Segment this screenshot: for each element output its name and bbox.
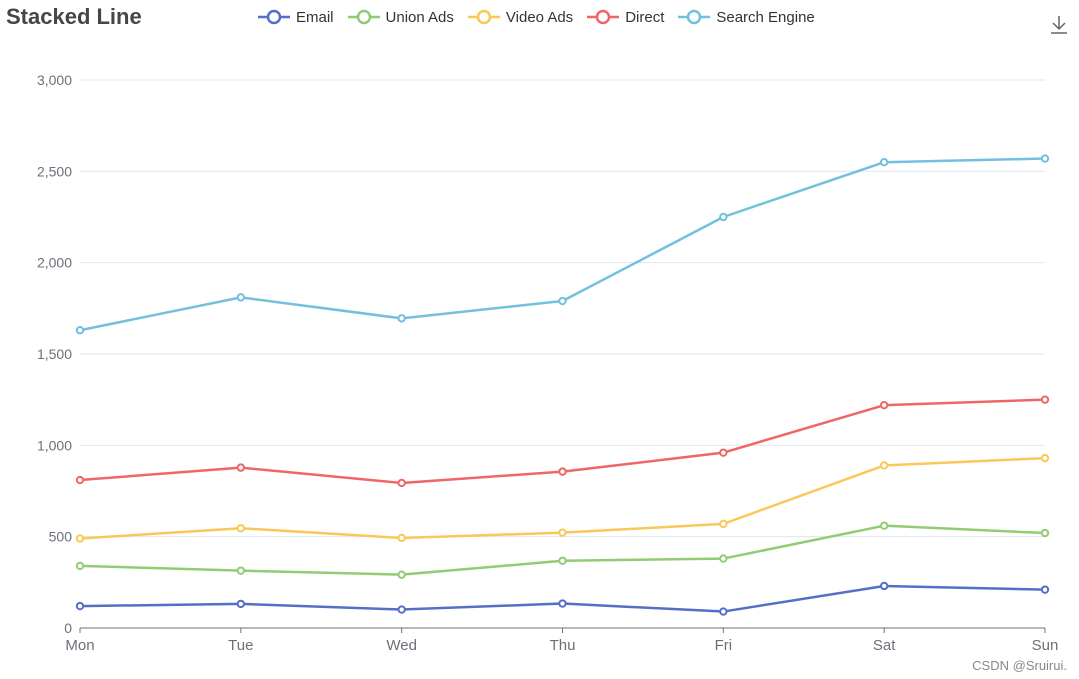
x-tick-label: Fri [715, 637, 733, 654]
watermark: CSDN @Sruirui. [972, 658, 1067, 673]
data-point [558, 528, 567, 537]
legend-item-union-ads[interactable]: Union Ads [347, 8, 454, 26]
data-point [558, 556, 567, 565]
data-point [1040, 154, 1050, 163]
legend-label: Email [296, 8, 334, 26]
legend-item-email[interactable]: Email [258, 8, 334, 26]
data-point [719, 607, 728, 616]
data-point [397, 570, 406, 579]
data-point [879, 400, 889, 410]
data-point [236, 524, 246, 533]
data-point [75, 601, 85, 611]
data-point [1040, 395, 1050, 404]
data-point [558, 467, 567, 476]
y-tick-label: 2,000 [37, 255, 72, 271]
x-tick-label: Wed [386, 637, 417, 654]
legend-label: Video Ads [505, 8, 574, 26]
y-tick-label: 1,500 [37, 346, 72, 362]
legend-label: Direct [625, 8, 665, 26]
x-tick-label: Sun [1032, 637, 1059, 654]
legend-item-video-ads[interactable]: Video Ads [467, 8, 574, 26]
legend-swatch-icon [467, 8, 500, 26]
data-point [75, 475, 85, 485]
data-point [1040, 528, 1050, 538]
x-tick-label: Sat [873, 637, 896, 654]
legend-item-direct[interactable]: Direct [587, 8, 664, 26]
y-tick-label: 2,500 [37, 163, 72, 179]
data-point [75, 561, 85, 571]
series-line-email [79, 584, 1046, 613]
legend-swatch-icon [678, 8, 711, 26]
data-point [879, 158, 889, 167]
legend-swatch-icon [258, 8, 290, 26]
legend: Email Union Ads Video Ads Direct Search Engi… [258, 8, 815, 26]
y-tick-label: 1,000 [37, 437, 72, 453]
data-point [75, 326, 85, 335]
data-point [236, 463, 246, 472]
data-point [397, 478, 406, 488]
x-tick-label: Tue [228, 637, 253, 654]
legend-label: Union Ads [385, 8, 454, 26]
data-point [236, 599, 246, 609]
data-point [719, 519, 728, 529]
data-point [1040, 585, 1050, 594]
data-point [397, 533, 406, 543]
x-tick-label: Mon [65, 637, 94, 654]
y-tick-label: 500 [49, 529, 73, 545]
y-tick-label: 3,000 [37, 72, 72, 88]
data-point [558, 296, 567, 306]
x-tick-label: Thu [550, 637, 576, 654]
data-point [719, 212, 728, 222]
legend-swatch-icon [587, 8, 620, 26]
y-tick-label: 0 [64, 620, 72, 636]
data-point [879, 581, 889, 591]
data-point [1040, 453, 1050, 463]
data-point [75, 534, 85, 543]
data-point [719, 448, 728, 457]
chart-title: Stacked Line [6, 4, 142, 29]
legend-swatch-icon [347, 8, 380, 26]
data-point [879, 521, 889, 530]
data-point [397, 314, 406, 323]
legend-item-search-engine[interactable]: Search Engine [678, 8, 815, 26]
data-point [397, 605, 406, 614]
data-point [879, 461, 889, 470]
data-point [719, 554, 728, 563]
data-point [558, 599, 567, 608]
download-icon[interactable] [1049, 14, 1069, 36]
data-point [236, 566, 246, 575]
data-point [236, 293, 246, 302]
legend-label: Search Engine [716, 8, 815, 26]
